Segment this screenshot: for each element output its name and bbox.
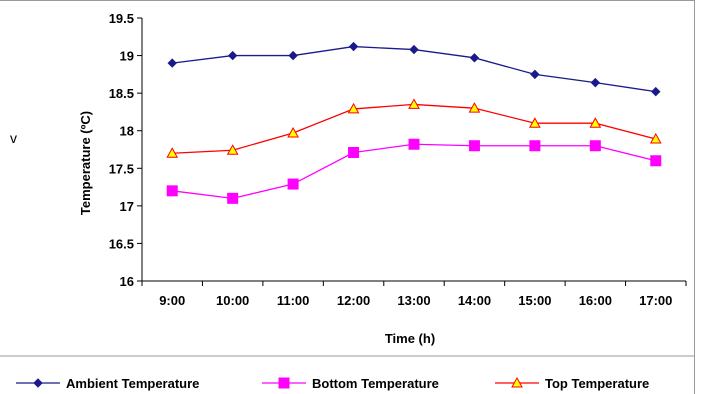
data-point: [347, 102, 360, 114]
legend-label: Ambient Temperature: [66, 376, 199, 391]
x-tick-label: 17:00: [639, 293, 672, 308]
x-tick-label: 12:00: [337, 293, 370, 308]
data-point: [166, 147, 179, 158]
x-tick-labels: 9:00 10:00 11:00 12:00 13:00 14:00 15:00 16:00 1…: [159, 293, 672, 308]
data-point: [589, 117, 602, 128]
stray-character: v: [10, 130, 17, 146]
data-point: [348, 41, 359, 52]
y-tick-label: 16: [120, 274, 134, 289]
y-tick-labels: 16 16.5 17 17.5 18 18.5 19 19.5: [109, 11, 134, 289]
data-point: [530, 69, 540, 80]
legend-label: Bottom Temperature: [312, 376, 439, 391]
data-point: [288, 50, 298, 61]
legend-label: Top Temperature: [545, 376, 649, 391]
x-tick-label: 15:00: [518, 293, 551, 308]
series-line-1: [172, 143, 656, 200]
x-tick-label: 16:00: [579, 293, 612, 308]
data-point: [166, 185, 178, 197]
data-point: [468, 102, 481, 113]
data-point: [167, 58, 177, 68]
data-point: [468, 140, 480, 152]
data-point: [590, 77, 601, 88]
data-point: [226, 144, 239, 155]
x-tick-label: 9:00: [159, 293, 185, 308]
legend-marker: [511, 376, 523, 388]
x-tick-label: 10:00: [216, 293, 249, 308]
chart-axes: [137, 17, 687, 286]
data-point: [529, 117, 541, 128]
legend-marker: [33, 378, 43, 388]
y-tick-label: 17.5: [109, 161, 134, 176]
data-point: [651, 86, 661, 97]
data-point: [589, 140, 601, 152]
data-point: [529, 140, 541, 152]
y-tick-label: 16.5: [109, 236, 134, 251]
y-tick-label: 17: [120, 199, 134, 214]
chart-frame-top: [0, 0, 695, 1]
data-point: [287, 126, 299, 138]
data-point: [408, 138, 420, 150]
data-point: [227, 192, 239, 204]
data-point: [408, 98, 420, 109]
series-lines: [172, 45, 656, 200]
chart-frame-right: [694, 0, 695, 394]
legend-marker: [278, 377, 290, 389]
data-point: [287, 178, 299, 190]
x-tick-label: 11:00: [277, 293, 310, 308]
y-tick-label: 18.5: [109, 86, 134, 101]
y-tick-label: 19.5: [109, 11, 134, 26]
x-tick-label: 13:00: [397, 293, 430, 308]
data-point: [409, 44, 419, 55]
data-point: [348, 147, 360, 159]
y-tick-label: 19: [120, 49, 134, 64]
y-tick-label: 18: [120, 124, 134, 139]
data-point: [227, 50, 238, 61]
x-tick-label: 14:00: [458, 293, 491, 308]
data-point: [649, 132, 662, 144]
x-axis-label: Time (h): [385, 331, 435, 346]
series-markers: [166, 41, 662, 204]
data-point: [469, 53, 480, 63]
data-point: [650, 155, 662, 167]
chart-legend: Ambient Temperature Bottom Temperature Top…: [0, 355, 695, 391]
y-axis-label: Temperature (ºC): [78, 111, 93, 215]
